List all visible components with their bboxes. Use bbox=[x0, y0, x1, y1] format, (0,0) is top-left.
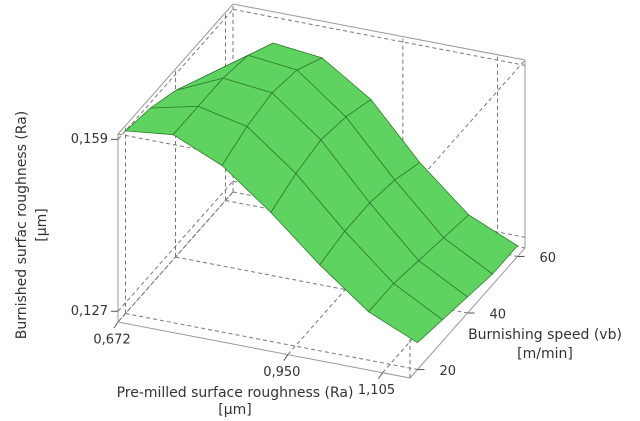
x-unit: [µm] bbox=[218, 402, 251, 418]
box-edge bbox=[117, 3, 234, 135]
y-unit: [m/min] bbox=[517, 346, 573, 362]
tick-mark bbox=[378, 372, 383, 380]
grid-line bbox=[125, 313, 418, 371]
z-unit: [µm] bbox=[34, 208, 50, 241]
z-title: Burnished surfac roughness (Ra) bbox=[14, 111, 30, 340]
box-edge bbox=[409, 59, 526, 191]
grid-line bbox=[117, 180, 234, 312]
x-tick-label: 0,672 bbox=[93, 333, 130, 348]
z-tick-label: 0,127 bbox=[71, 304, 108, 319]
surface-patch bbox=[368, 283, 444, 344]
x-tick-label: 1,105 bbox=[358, 383, 395, 398]
grid-line bbox=[117, 9, 234, 140]
grid-line bbox=[232, 8, 526, 66]
z-tick-label: 0,159 bbox=[71, 132, 108, 147]
y-tick-label: 40 bbox=[490, 308, 507, 323]
box-edge bbox=[232, 3, 526, 61]
box-edge bbox=[117, 321, 411, 379]
tick-mark bbox=[283, 354, 289, 361]
x-title: Pre-milled surface roughness (Ra) bbox=[117, 385, 354, 401]
y-tick-label: 20 bbox=[440, 364, 457, 379]
y-title: Burnishing speed (vb) bbox=[468, 327, 622, 343]
tick-mark bbox=[113, 321, 119, 329]
y-tick-label: 60 bbox=[540, 251, 557, 266]
x-tick-label: 0,950 bbox=[263, 365, 300, 380]
